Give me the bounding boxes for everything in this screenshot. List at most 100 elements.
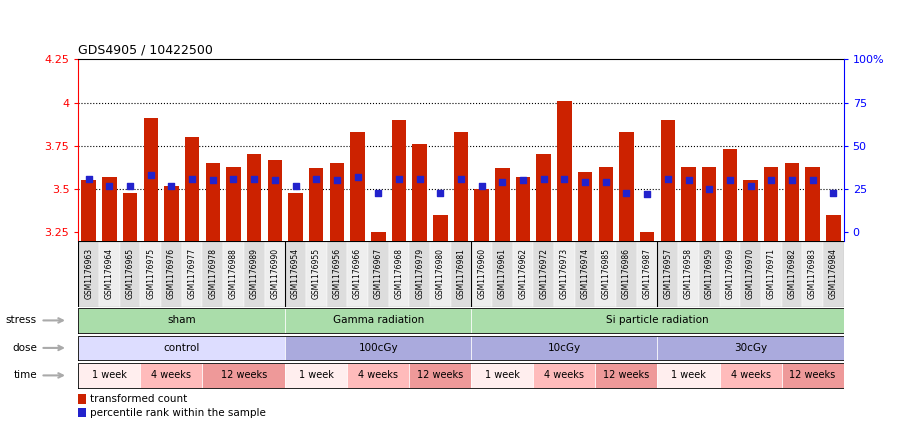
Point: [371, 189, 385, 196]
Text: GSM1176960: GSM1176960: [478, 248, 486, 299]
Text: GSM1176964: GSM1176964: [105, 248, 114, 299]
Bar: [596, 241, 616, 307]
Point: [557, 176, 572, 182]
Text: 4 weeks: 4 weeks: [151, 371, 192, 380]
Text: GSM1176977: GSM1176977: [187, 248, 196, 299]
Text: 12 weeks: 12 weeks: [417, 371, 464, 380]
Bar: [782, 363, 844, 388]
Bar: [657, 241, 679, 307]
Bar: [267, 160, 282, 241]
Text: GSM1176982: GSM1176982: [787, 248, 797, 299]
Bar: [637, 241, 657, 307]
Text: 1 week: 1 week: [671, 371, 706, 380]
Bar: [702, 167, 716, 241]
Bar: [285, 335, 471, 360]
Text: GSM1176974: GSM1176974: [581, 248, 589, 299]
Text: GSM1176955: GSM1176955: [312, 248, 321, 299]
Text: GSM1176973: GSM1176973: [560, 248, 569, 299]
Point: [184, 176, 199, 182]
Bar: [285, 241, 306, 307]
Bar: [785, 163, 799, 241]
Text: GSM1176965: GSM1176965: [125, 248, 135, 299]
Bar: [578, 172, 592, 241]
Bar: [492, 241, 513, 307]
Bar: [475, 189, 489, 241]
Bar: [534, 363, 596, 388]
Text: 4 weeks: 4 weeks: [544, 371, 585, 380]
Point: [289, 182, 303, 189]
Text: GSM1176956: GSM1176956: [333, 248, 341, 299]
Point: [660, 176, 675, 182]
Point: [433, 189, 448, 196]
Bar: [81, 181, 96, 241]
Text: GSM1176984: GSM1176984: [829, 248, 838, 299]
Text: GSM1176966: GSM1176966: [353, 248, 362, 299]
Bar: [123, 192, 137, 241]
Bar: [409, 363, 471, 388]
Point: [474, 182, 489, 189]
Text: GSM1176969: GSM1176969: [726, 248, 735, 299]
Bar: [309, 168, 324, 241]
Text: Si particle radiation: Si particle radiation: [606, 316, 709, 325]
Bar: [78, 408, 87, 418]
Bar: [574, 241, 596, 307]
Bar: [596, 363, 657, 388]
Point: [164, 182, 179, 189]
Text: 4 weeks: 4 weeks: [730, 371, 771, 380]
Text: GSM1176970: GSM1176970: [746, 248, 755, 299]
Bar: [802, 241, 823, 307]
Bar: [388, 241, 409, 307]
Bar: [782, 241, 802, 307]
Point: [144, 172, 159, 179]
Bar: [620, 132, 633, 241]
Bar: [409, 241, 430, 307]
Text: GSM1176972: GSM1176972: [539, 248, 549, 299]
Text: GSM1176981: GSM1176981: [456, 248, 466, 299]
Bar: [430, 241, 451, 307]
Point: [412, 176, 427, 182]
Bar: [805, 167, 820, 241]
Bar: [554, 241, 574, 307]
Bar: [206, 163, 220, 241]
Text: GSM1176967: GSM1176967: [373, 248, 383, 299]
Point: [578, 179, 593, 186]
Text: 1 week: 1 week: [485, 371, 520, 380]
Text: GSM1176983: GSM1176983: [808, 248, 817, 299]
Bar: [289, 192, 302, 241]
Bar: [471, 335, 657, 360]
Bar: [78, 363, 140, 388]
Text: GSM1176976: GSM1176976: [167, 248, 176, 299]
Bar: [743, 181, 758, 241]
Text: GSM1176986: GSM1176986: [622, 248, 631, 299]
Bar: [392, 120, 407, 241]
Point: [247, 176, 262, 182]
Text: 12 weeks: 12 weeks: [603, 371, 650, 380]
Point: [640, 191, 655, 198]
Point: [681, 177, 696, 184]
Bar: [243, 241, 265, 307]
Point: [598, 179, 613, 186]
Bar: [660, 120, 675, 241]
Bar: [537, 154, 551, 241]
Bar: [330, 163, 344, 241]
Point: [267, 177, 282, 184]
Point: [226, 176, 241, 182]
Point: [723, 177, 738, 184]
Text: GSM1176958: GSM1176958: [684, 248, 693, 299]
Point: [805, 177, 820, 184]
Bar: [616, 241, 637, 307]
Bar: [471, 308, 844, 333]
Text: Gamma radiation: Gamma radiation: [333, 316, 424, 325]
Text: GSM1176980: GSM1176980: [436, 248, 444, 299]
Text: 100cGy: 100cGy: [359, 343, 398, 353]
Bar: [826, 215, 841, 241]
Text: GSM1176968: GSM1176968: [395, 248, 404, 299]
Bar: [534, 241, 554, 307]
Text: GSM1176979: GSM1176979: [415, 248, 424, 299]
Bar: [285, 308, 471, 333]
Point: [785, 177, 799, 184]
Text: GSM1176963: GSM1176963: [84, 248, 93, 299]
Text: 10cGy: 10cGy: [548, 343, 581, 353]
Bar: [285, 363, 348, 388]
Bar: [120, 241, 140, 307]
